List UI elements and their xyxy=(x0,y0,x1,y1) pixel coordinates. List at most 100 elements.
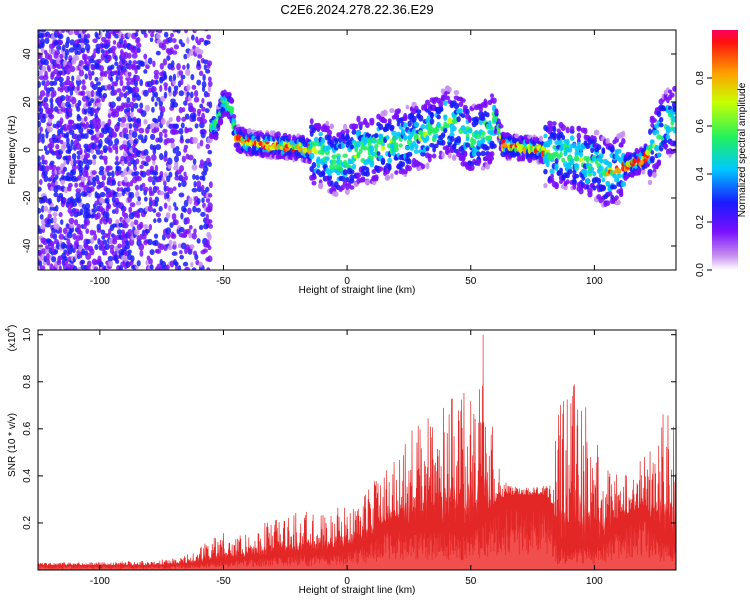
spectrogram-cell xyxy=(113,254,119,262)
spectrogram-cell xyxy=(54,50,61,56)
spectrogram-cell xyxy=(170,142,176,149)
spectrogram-cell xyxy=(49,107,55,113)
spectrogram-cell xyxy=(567,168,573,175)
spectrogram-cell xyxy=(58,153,63,159)
spectrogram-cell xyxy=(167,157,173,165)
spectrogram-cell xyxy=(556,128,561,134)
spectrogram-cell xyxy=(658,122,664,128)
spectrogram-cell xyxy=(61,30,66,34)
spectrogram-cell xyxy=(201,97,205,104)
spectrogram-cell xyxy=(592,185,597,191)
spectrogram-cell xyxy=(157,217,162,223)
spectrogram-cell xyxy=(143,161,149,167)
spectrogram-cell xyxy=(107,118,112,126)
spectrogram-cell xyxy=(136,212,141,219)
spectrogram-cell xyxy=(133,228,140,235)
spectrogram-cell xyxy=(180,122,185,129)
spectrogram-cell xyxy=(154,196,160,203)
spectrogram-cell xyxy=(336,155,341,162)
spectrogram-cell xyxy=(99,166,105,172)
spectrogram-cell xyxy=(552,125,557,133)
spectrogram-cell xyxy=(552,131,557,138)
spectrogram-cell xyxy=(569,125,575,133)
spectrogram-cell xyxy=(669,92,675,98)
spectrogram-cell xyxy=(355,130,362,137)
spectrogram-cell xyxy=(177,182,182,188)
spectrogram-cell xyxy=(409,145,415,151)
spectrogram-cell xyxy=(71,153,77,160)
spectrogram-cell xyxy=(64,48,70,56)
spectrogram-cell xyxy=(85,121,90,129)
spectrogram-cell xyxy=(460,98,466,103)
spectrogram-cell xyxy=(95,122,102,130)
spectrogram-cell xyxy=(108,260,114,267)
spectrogram-cell xyxy=(49,141,55,149)
spectrogram-cell xyxy=(105,197,110,204)
spectrogram-cell xyxy=(135,117,142,124)
spectrogram-cell xyxy=(44,37,50,45)
spectrogram-cell xyxy=(401,129,405,136)
spectrogram-cell xyxy=(543,168,548,175)
spectrogram-cell xyxy=(354,123,359,129)
spectrogram-cell xyxy=(41,133,45,139)
spectrogram-cell xyxy=(196,59,201,67)
spectrogram-cell xyxy=(205,68,211,74)
spectrogram-cell xyxy=(85,252,92,260)
spectrogram-cell xyxy=(160,118,166,125)
spectrogram-cell xyxy=(75,55,80,61)
spectrogram-cell xyxy=(197,49,204,55)
spectrogram-cell xyxy=(92,179,97,187)
snr-trace xyxy=(38,334,676,569)
spectrogram-cell xyxy=(550,173,554,179)
spectrogram-cell xyxy=(621,137,626,145)
spectrogram-cell xyxy=(44,165,50,173)
spectrogram-cell xyxy=(89,229,94,236)
spectrogram-cell xyxy=(436,121,441,128)
spectrogram-cell xyxy=(313,136,319,143)
spectrogram-cell xyxy=(340,175,346,182)
spectrogram-cell xyxy=(154,186,160,191)
spectrogram-cell xyxy=(559,138,563,146)
spectrogram-cell xyxy=(396,121,401,127)
spectrogram-cell xyxy=(188,224,193,230)
spectrogram-cell xyxy=(131,131,138,139)
spectrogram-cell xyxy=(192,112,197,119)
spectrogram-cell xyxy=(193,96,200,103)
spectrogram-cell xyxy=(178,192,185,198)
spectrogram-cell xyxy=(636,168,642,173)
spectrogram-cell xyxy=(180,74,186,80)
spectrogram-cell xyxy=(205,197,211,203)
spectrogram-cell xyxy=(425,162,430,170)
spectrogram-cell xyxy=(58,76,64,83)
spectrogram-cell xyxy=(114,80,118,87)
spectrogram-cell xyxy=(188,197,193,205)
spectrogram-cell xyxy=(185,138,191,144)
spectrogram-cell xyxy=(380,145,386,151)
spectrogram-cell xyxy=(656,159,661,167)
spectrogram-cell xyxy=(83,30,89,32)
spectrogram-cell xyxy=(116,121,121,127)
spectrogram-cell xyxy=(93,266,99,270)
spectrogram-cell xyxy=(123,212,129,220)
spectrogram-cell xyxy=(174,261,179,267)
spectrogram-cell xyxy=(86,33,91,39)
spectrogram-cell xyxy=(84,218,90,226)
spectrogram-cell xyxy=(331,159,337,165)
spectrogram-cell xyxy=(188,232,193,239)
spectrogram-cell xyxy=(181,116,187,122)
spectrogram-cell xyxy=(67,182,73,188)
spectrogram-cell xyxy=(590,146,595,154)
spectrogram-cell xyxy=(70,139,74,147)
spectrogram-cell xyxy=(187,127,193,133)
spectrogram-cell xyxy=(119,121,126,128)
spectrogram-cell xyxy=(414,143,419,150)
snr-ytick-label: 0.2 xyxy=(22,516,33,530)
spectrogram-cell xyxy=(111,195,116,203)
spectrogram-cell xyxy=(118,92,125,98)
spectrogram-cell xyxy=(205,143,211,150)
spectrogram-cell xyxy=(126,80,131,86)
spectrogram-cell xyxy=(133,170,140,176)
spectrogram-cell xyxy=(163,82,168,88)
spectrogram-cell xyxy=(76,175,83,181)
spectrogram-cell xyxy=(349,178,355,184)
